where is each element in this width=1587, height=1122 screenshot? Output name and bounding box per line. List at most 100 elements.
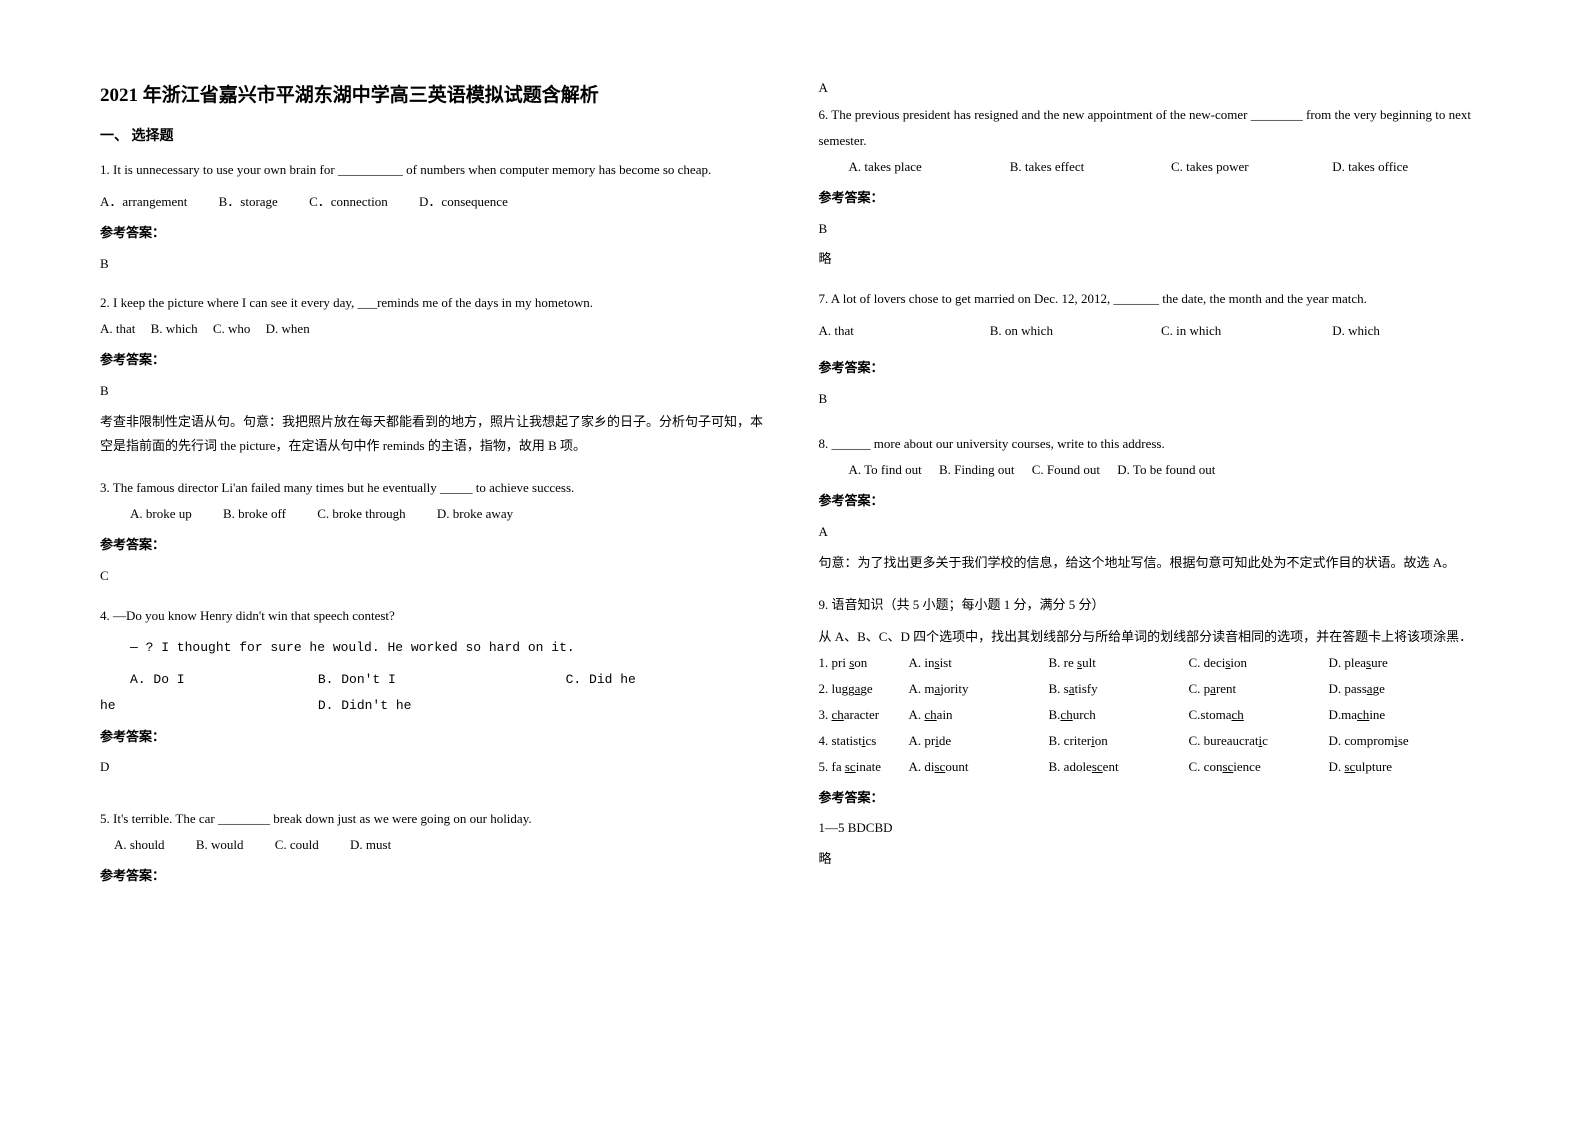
phon-cell: D.machine <box>1329 702 1469 728</box>
q1-optD: D．consequence <box>419 189 508 215</box>
q5-optD: D. must <box>350 832 391 858</box>
q3-optA: A. broke up <box>130 501 192 527</box>
q6-optB: B. takes effect <box>1010 154 1140 180</box>
question-2: 2. I keep the picture where I can see it… <box>100 290 769 467</box>
q3-optB: B. broke off <box>223 501 286 527</box>
question-8: 8. ______ more about our university cour… <box>819 431 1488 583</box>
q7-optD: D. which <box>1332 318 1380 344</box>
phonetics-row: 2. luggageA. majorityB. satisfyC. parent… <box>819 676 1488 702</box>
phonetics-row: 4. statisticsA. prideB. criterionC. bure… <box>819 728 1488 754</box>
q9-header: 9. 语音知识（共 5 小题；每小题 1 分，满分 5 分） <box>819 592 1488 618</box>
q3-optD: D. broke away <box>437 501 513 527</box>
q8-answer: A <box>819 520 1488 545</box>
phon-cell: B.church <box>1049 702 1189 728</box>
phon-cell: A. chain <box>909 702 1049 728</box>
q6-options: A. takes place B. takes effect C. takes … <box>819 154 1488 180</box>
phon-cell: C. parent <box>1189 676 1329 702</box>
q8-explain: 句意：为了找出更多关于我们学校的信息，给这个地址写信。根据句意可知此处为不定式作… <box>819 551 1488 576</box>
q9-omit: 略 <box>819 847 1488 872</box>
q2-optB: B. which <box>151 316 198 342</box>
q3-optC: C. broke through <box>317 501 405 527</box>
phon-cell: A. pride <box>909 728 1049 754</box>
page-title: 2021 年浙江省嘉兴市平湖东湖中学高三英语模拟试题含解析 <box>100 80 769 107</box>
q7-options: A. that B. on which C. in which D. which <box>819 318 1488 344</box>
q5-text: 5. It's terrible. The car ________ break… <box>100 806 769 832</box>
q8-text: 8. ______ more about our university cour… <box>819 431 1488 457</box>
question-5: 5. It's terrible. The car ________ break… <box>100 806 769 895</box>
q4-answer-label: 参考答案： <box>100 725 769 750</box>
q1-optA: A．arrangement <box>100 189 187 215</box>
q1-answer-label: 参考答案： <box>100 221 769 246</box>
q1-optC: C．connection <box>309 189 388 215</box>
q6-optA: A. takes place <box>849 154 979 180</box>
q3-options: A. broke up B. broke off C. broke throug… <box>100 501 769 527</box>
q5-optC: C. could <box>275 832 319 858</box>
q5-answer-label: 参考答案： <box>100 864 769 889</box>
phon-cell: C. conscience <box>1189 754 1329 780</box>
q8-answer-label: 参考答案： <box>819 489 1488 514</box>
q4-optA: A. Do I <box>130 667 310 693</box>
left-column: 2021 年浙江省嘉兴市平湖东湖中学高三英语模拟试题含解析 一、 选择题 1. … <box>100 80 769 1082</box>
q3-text: 3. The famous director Li'an failed many… <box>100 475 769 501</box>
phon-cell: A. insist <box>909 650 1049 676</box>
q2-answer: B <box>100 379 769 404</box>
q4-text1: 4. —Do you know Henry didn't win that sp… <box>100 603 769 629</box>
phon-cell: B. adolescent <box>1049 754 1189 780</box>
q9-answer-label: 参考答案： <box>819 786 1488 811</box>
q9-answer: 1—5 BDCBD <box>819 816 1488 841</box>
q6-omit: 略 <box>819 247 1488 272</box>
q4-optB: B. Don't I <box>318 667 558 693</box>
q4-answer: D <box>100 755 769 780</box>
section-header: 一、 选择题 <box>100 125 769 145</box>
q4-options-row2: he D. Didn't he <box>100 693 769 719</box>
q5-optB: B. would <box>196 832 244 858</box>
q2-optC: C. who <box>213 316 251 342</box>
phon-cell: A. majority <box>909 676 1049 702</box>
q4-options-row1: A. Do I B. Don't I C. Did he <box>100 667 769 693</box>
q8-optB: B. Finding out <box>939 457 1015 483</box>
q8-optA: A. To find out <box>849 457 922 483</box>
phon-cell: D. pleasure <box>1329 650 1469 676</box>
phon-cell: D. compromise <box>1329 728 1469 754</box>
q8-options: A. To find out B. Finding out C. Found o… <box>819 457 1488 483</box>
phonetics-row: 1. pri sonA. insistB. re sultC. decision… <box>819 650 1488 676</box>
phon-cell: C. bureaucratic <box>1189 728 1329 754</box>
q7-optA: A. that <box>819 318 959 344</box>
phon-cell: B. criterion <box>1049 728 1189 754</box>
q2-options: A. that B. which C. who D. when <box>100 316 769 342</box>
phonetics-row: 3. characterA. chainB.churchC.stomachD.m… <box>819 702 1488 728</box>
q6-answer-label: 参考答案： <box>819 186 1488 211</box>
page-columns: 2021 年浙江省嘉兴市平湖东湖中学高三英语模拟试题含解析 一、 选择题 1. … <box>100 80 1487 1082</box>
phon-cell: D. passage <box>1329 676 1469 702</box>
q7-answer: B <box>819 387 1488 412</box>
q4-optC: C. Did he <box>566 667 636 693</box>
q5-options: A. should B. would C. could D. must <box>100 832 769 858</box>
q8-optC: C. Found out <box>1032 457 1100 483</box>
question-4: 4. —Do you know Henry didn't win that sp… <box>100 603 769 786</box>
phon-word: 4. statistics <box>819 728 909 754</box>
q1-answer: B <box>100 252 769 277</box>
phon-cell: B. re sult <box>1049 650 1189 676</box>
question-9: 9. 语音知识（共 5 小题；每小题 1 分，满分 5 分） 从 A、B、C、D… <box>819 592 1488 878</box>
phon-cell: B. satisfy <box>1049 676 1189 702</box>
q2-text: 2. I keep the picture where I can see it… <box>100 290 769 316</box>
phon-word: 2. luggage <box>819 676 909 702</box>
q7-optC: C. in which <box>1161 318 1301 344</box>
q6-optC: C. takes power <box>1171 154 1301 180</box>
q4-optD: D. Didn't he <box>318 693 412 719</box>
q3-answer-label: 参考答案： <box>100 533 769 558</box>
phonetics-table: 1. pri sonA. insistB. re sultC. decision… <box>819 650 1488 780</box>
phon-word: 3. character <box>819 702 909 728</box>
q9-instruction: 从 A、B、C、D 四个选项中，找出其划线部分与所给单词的划线部分读音相同的选项… <box>819 624 1488 650</box>
q7-optB: B. on which <box>990 318 1130 344</box>
q2-answer-label: 参考答案： <box>100 348 769 373</box>
q4-text2: — ? I thought for sure he would. He work… <box>100 635 769 661</box>
q7-text: 7. A lot of lovers chose to get married … <box>819 286 1488 312</box>
q2-optD: D. when <box>266 316 310 342</box>
question-3: 3. The famous director Li'an failed many… <box>100 475 769 594</box>
q1-text: 1. It is unnecessary to use your own bra… <box>100 157 769 183</box>
question-1: 1. It is unnecessary to use your own bra… <box>100 157 769 282</box>
q2-explain: 考查非限制性定语从句。句意：我把照片放在每天都能看到的地方，照片让我想起了家乡的… <box>100 410 769 459</box>
q6-answer: B <box>819 217 1488 242</box>
question-6: 6. The previous president has resigned a… <box>819 102 1488 278</box>
